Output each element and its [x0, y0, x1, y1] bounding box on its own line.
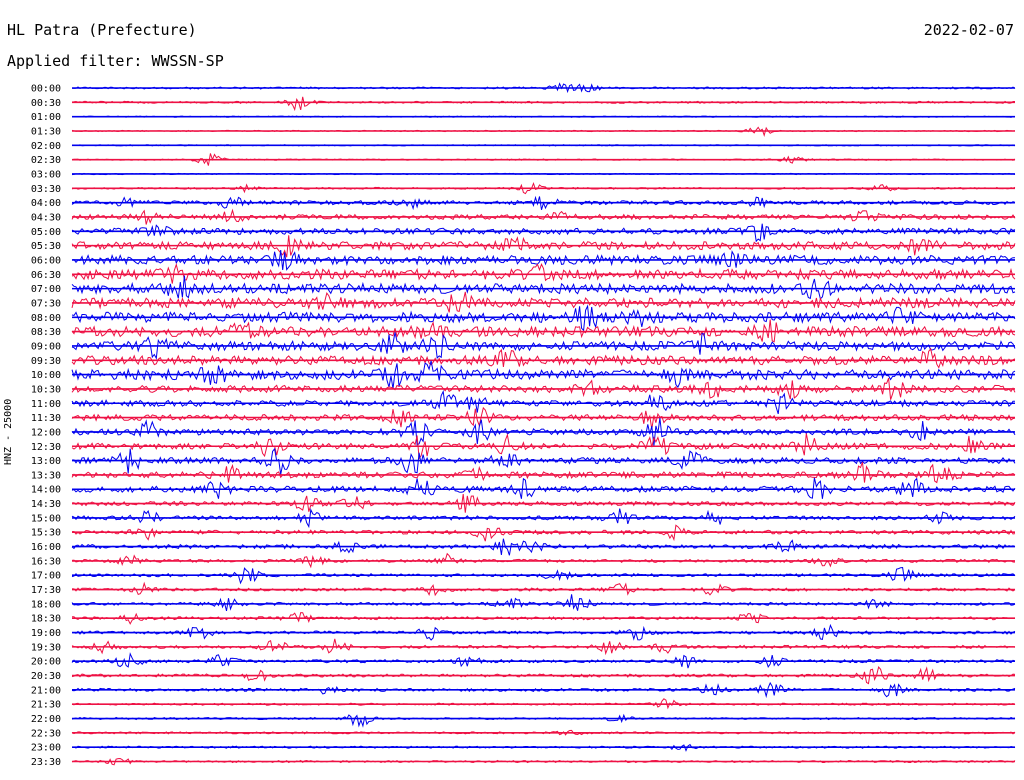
seismic-trace [71, 462, 1016, 484]
seismic-trace [71, 378, 1016, 400]
trace-rows: 00:00 00:30 01:00 01:30 02:00 02:30 03:00 03:30… [31, 82, 1016, 768]
time-label: 23:00 [31, 743, 61, 754]
time-label: 05:30 [31, 241, 61, 252]
seismic-trace [71, 698, 1016, 710]
time-label: 15:30 [31, 528, 61, 539]
seismic-trace [71, 417, 1016, 447]
time-label: 03:30 [31, 184, 61, 195]
time-label: 19:00 [31, 628, 61, 639]
time-label: 15:00 [31, 513, 61, 524]
filter-label: Applied filter: WWSSN-SP [7, 52, 224, 70]
time-label: 00:00 [31, 84, 61, 95]
time-label: 20:00 [31, 657, 61, 668]
time-label: 22:30 [31, 728, 61, 739]
seismic-trace [71, 208, 1016, 225]
time-label: 05:00 [31, 227, 61, 238]
time-label: 07:00 [31, 284, 61, 295]
seismic-trace [71, 291, 1016, 313]
seismic-trace [71, 250, 1015, 271]
time-label: 14:00 [31, 485, 61, 496]
time-label: 10:30 [31, 384, 61, 395]
time-label: 17:00 [31, 571, 61, 582]
time-label: 09:30 [31, 356, 61, 367]
seismic-trace [71, 235, 1016, 258]
seismic-trace [71, 477, 1016, 499]
time-label: 13:00 [31, 456, 61, 467]
time-label: 18:30 [31, 614, 61, 625]
time-label: 21:30 [31, 700, 61, 711]
time-label: 11:30 [31, 413, 61, 424]
seismic-trace [71, 223, 1016, 243]
seismic-trace [71, 360, 1016, 389]
seismic-trace [71, 406, 1016, 430]
time-label: 12:30 [31, 442, 61, 453]
seismic-trace [71, 524, 1016, 542]
seismic-trace [71, 713, 1016, 728]
time-label: 16:30 [31, 556, 61, 567]
seismic-trace [71, 304, 1016, 332]
time-label: 08:30 [31, 327, 61, 338]
time-label: 08:00 [31, 313, 61, 324]
time-label: 06:30 [31, 270, 61, 281]
time-label: 10:00 [31, 370, 61, 381]
seismic-trace [71, 347, 1016, 369]
seismic-trace [71, 262, 1016, 284]
time-label: 19:30 [31, 642, 61, 653]
time-label: 02:00 [31, 141, 61, 152]
seismic-trace [71, 594, 1016, 612]
time-label: 01:00 [31, 112, 61, 123]
seismic-trace [71, 433, 1016, 460]
time-label: 17:30 [31, 585, 61, 596]
time-label: 02:30 [31, 155, 61, 166]
station-name: HL Patra (Prefecture) [7, 21, 197, 39]
time-label: 01:30 [31, 126, 61, 137]
time-label: 14:30 [31, 499, 61, 510]
time-label: 04:30 [31, 212, 61, 223]
time-label: 06:00 [31, 255, 61, 266]
time-label: 22:00 [31, 714, 61, 725]
time-label: 11:00 [31, 399, 61, 410]
time-label: 03:00 [31, 169, 61, 180]
time-label: 13:30 [31, 470, 61, 481]
time-label: 16:00 [31, 542, 61, 553]
date-label: 2022-02-07 [923, 21, 1014, 39]
time-label: 00:30 [31, 98, 61, 109]
time-label: 18:00 [31, 599, 61, 610]
time-label: 12:00 [31, 427, 61, 438]
seismic-trace [71, 275, 1016, 300]
time-label: 04:00 [31, 198, 61, 209]
time-label: 20:30 [31, 671, 61, 682]
time-label: 21:00 [31, 685, 61, 696]
seismic-trace [71, 447, 1016, 475]
time-label: 23:30 [31, 757, 61, 768]
seismic-trace [71, 96, 1015, 112]
time-label: 07:30 [31, 298, 61, 309]
time-label: 09:00 [31, 341, 61, 352]
seismic-trace [71, 319, 1016, 343]
